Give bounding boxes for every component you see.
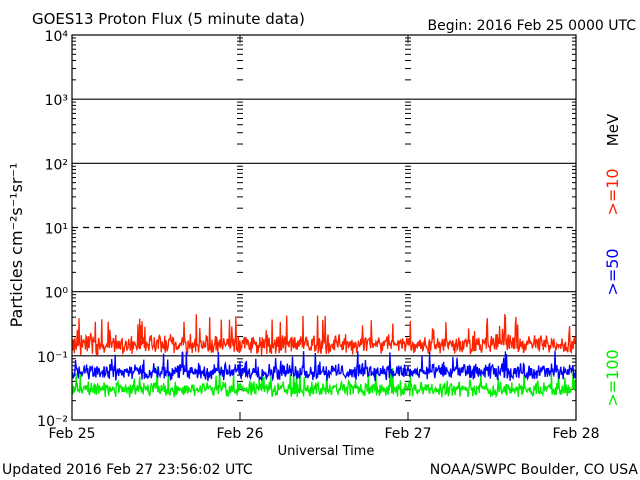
- series-line-ge100: [71, 366, 577, 399]
- frame-layer: [71, 34, 577, 421]
- grid-layer: [72, 37, 576, 402]
- x-axis-label: Universal Time: [278, 444, 375, 459]
- series-layer: [71, 313, 577, 399]
- y-tick-label: 10³: [45, 93, 68, 109]
- begin-label: Begin: 2016 Feb 25 0000 UTC: [428, 18, 637, 34]
- legend-entry: >=50: [603, 248, 622, 295]
- x-tick-label: Feb 28: [552, 426, 599, 442]
- y-axis-label: Particles cm⁻²s⁻¹sr⁻¹: [7, 163, 26, 328]
- y-tick-label: 10⁻¹: [37, 350, 68, 366]
- x-tick-label: Feb 25: [48, 426, 95, 442]
- legend-entry: >=100: [603, 349, 622, 406]
- y-tick-labels: 10⁻² 10⁻¹ 10⁰ 10¹ 10² 10³ 10⁴: [37, 29, 68, 430]
- chart-title: GOES13 Proton Flux (5 minute data): [32, 10, 305, 28]
- y-tick-label: 10¹: [45, 222, 68, 238]
- x-tick-labels: Feb 25 Feb 26 Feb 27 Feb 28: [48, 426, 599, 442]
- series-line-ge10: [71, 313, 576, 356]
- y-tick-label: 10⁴: [45, 29, 69, 45]
- source-credit: NOAA/SWPC Boulder, CO USA: [430, 462, 639, 478]
- legend-entry: >=10: [603, 168, 622, 215]
- y-tick-label: 10⁰: [45, 286, 69, 302]
- updated-timestamp: Updated 2016 Feb 27 23:56:02 UTC: [2, 462, 253, 478]
- x-tick-label: Feb 26: [216, 426, 263, 442]
- x-tick-label: Feb 27: [384, 426, 431, 442]
- legend-unit: MeV: [604, 113, 622, 146]
- series-line-ge50: [71, 350, 577, 382]
- y-tick-label: 10²: [45, 157, 68, 173]
- plot-frame: [71, 34, 577, 421]
- y-tick-label: 10⁻²: [37, 414, 68, 430]
- legend: MeV >=10 >=50 >=100: [603, 113, 622, 407]
